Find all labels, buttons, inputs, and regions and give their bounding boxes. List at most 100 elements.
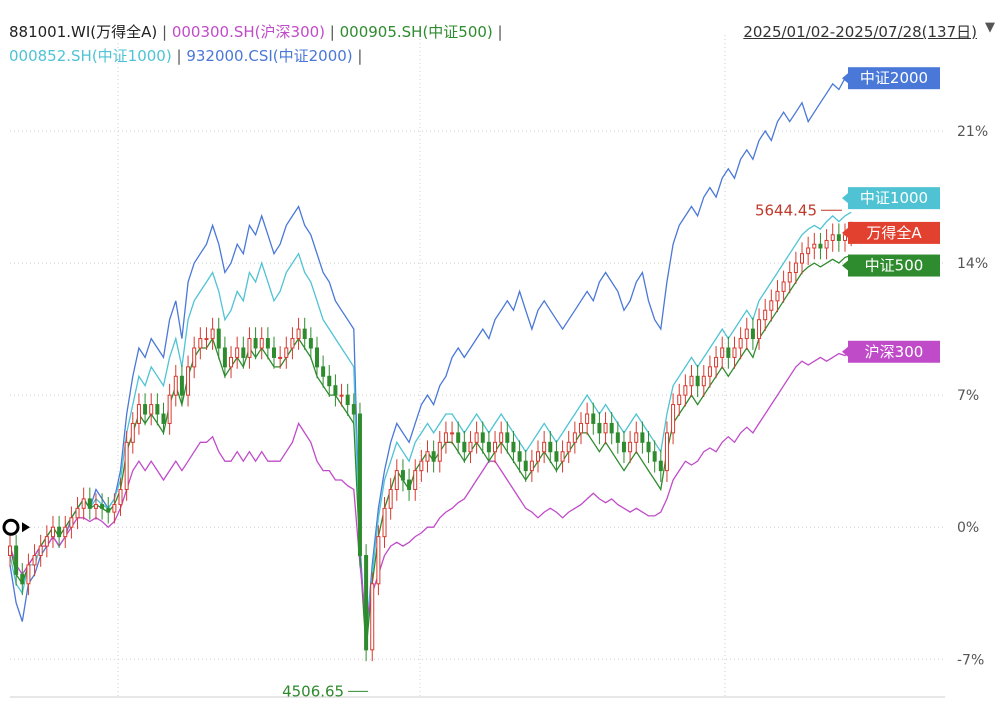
candle-body[interactable] <box>720 347 725 358</box>
candle-body[interactable] <box>173 375 178 396</box>
series-line-沪深300[interactable] <box>9 351 852 622</box>
candle-body[interactable] <box>161 413 166 424</box>
candle-body[interactable] <box>339 394 344 397</box>
candle-body[interactable] <box>26 564 31 585</box>
legend-item-r1-1[interactable]: 000300.SH(沪深300) <box>171 23 326 41</box>
candle-body[interactable] <box>793 262 798 274</box>
candle-body[interactable] <box>241 347 246 358</box>
candle-body[interactable] <box>345 394 350 406</box>
candle-body[interactable] <box>124 441 129 490</box>
candle-body[interactable] <box>499 432 504 443</box>
candle-body[interactable] <box>210 328 215 340</box>
candle-body[interactable] <box>578 422 583 434</box>
candle-body[interactable] <box>689 375 694 387</box>
series-line-中证500[interactable] <box>9 254 852 650</box>
candle-body[interactable] <box>806 247 811 255</box>
candle-body[interactable] <box>272 347 277 358</box>
candle-body[interactable] <box>542 441 547 453</box>
candle-body[interactable] <box>468 441 473 453</box>
candle-body[interactable] <box>20 573 25 585</box>
series-tag-万得全A[interactable] <box>848 221 940 244</box>
candle-body[interactable] <box>818 243 823 249</box>
candle-body[interactable] <box>548 441 553 453</box>
candle-body[interactable] <box>44 536 49 547</box>
candle-body[interactable] <box>505 432 510 443</box>
candle-body[interactable] <box>100 504 105 509</box>
candle-body[interactable] <box>198 338 203 349</box>
candle-body[interactable] <box>63 526 68 538</box>
candle-body[interactable] <box>695 375 700 387</box>
candle-body[interactable] <box>222 347 227 368</box>
candle-body[interactable] <box>8 545 12 557</box>
candle-body[interactable] <box>136 404 141 424</box>
candle-body[interactable] <box>253 338 258 349</box>
candle-body[interactable] <box>32 555 37 566</box>
candle-body[interactable] <box>474 432 479 443</box>
candle-body[interactable] <box>314 347 319 368</box>
candle-body[interactable] <box>609 422 614 434</box>
candle-body[interactable] <box>560 451 565 462</box>
candle-body[interactable] <box>400 470 405 481</box>
candle-body[interactable] <box>707 366 712 377</box>
candle-body[interactable] <box>155 404 160 415</box>
candle-body[interactable] <box>112 504 117 513</box>
candle-body[interactable] <box>431 451 436 462</box>
candle-body[interactable] <box>382 507 387 538</box>
candle-body[interactable] <box>443 432 448 443</box>
candle-body[interactable] <box>14 545 19 575</box>
candle-body[interactable] <box>87 498 92 509</box>
candle-body[interactable] <box>351 404 356 415</box>
candle-body[interactable] <box>480 432 485 443</box>
crosshair-handle-icon[interactable] <box>2 518 20 536</box>
candle-body[interactable] <box>536 451 541 462</box>
candle-body[interactable] <box>726 347 731 358</box>
series-line-中证1000[interactable] <box>9 211 852 641</box>
candle-body[interactable] <box>57 526 62 538</box>
candle-body[interactable] <box>290 338 295 349</box>
candle-body[interactable] <box>664 432 669 472</box>
candle-body[interactable] <box>376 536 381 585</box>
candle-body[interactable] <box>597 422 602 434</box>
candle-body[interactable] <box>511 441 516 453</box>
candle-body[interactable] <box>106 507 111 513</box>
candle-body[interactable] <box>763 309 768 321</box>
candle-body[interactable] <box>836 234 841 241</box>
candle-body[interactable] <box>118 488 123 506</box>
candle-body[interactable] <box>677 394 682 406</box>
candle-body[interactable] <box>407 479 412 490</box>
candle-body[interactable] <box>186 366 191 396</box>
candle-body[interactable] <box>419 460 424 472</box>
candle-body[interactable] <box>38 545 43 557</box>
candle-body[interactable] <box>296 328 301 340</box>
candle-body[interactable] <box>394 470 399 490</box>
candle-body[interactable] <box>732 347 737 358</box>
legend-item-r1-0[interactable]: 881001.WI(万得全A) <box>9 23 158 41</box>
series-tag-沪深300[interactable] <box>848 340 940 363</box>
candle-body[interactable] <box>750 328 755 340</box>
series-tag-中证1000[interactable] <box>848 187 940 210</box>
candle-body[interactable] <box>591 413 596 424</box>
series-tag-中证500[interactable] <box>848 254 940 277</box>
candle-body[interactable] <box>229 356 234 368</box>
candle-body[interactable] <box>628 441 633 453</box>
candle-body[interactable] <box>744 328 749 340</box>
candle-body[interactable] <box>364 555 369 651</box>
candle-body[interactable] <box>523 460 528 472</box>
candle-body[interactable] <box>572 432 577 443</box>
candle-body[interactable] <box>757 319 762 340</box>
legend-item-r2-1[interactable]: 932000.CSI(中证2000) <box>186 47 353 65</box>
candle-body[interactable] <box>781 281 786 292</box>
candle-body[interactable] <box>621 441 626 453</box>
candle-body[interactable] <box>517 451 522 462</box>
candle-body[interactable] <box>683 385 688 396</box>
candle-body[interactable] <box>646 441 651 453</box>
candle-body[interactable] <box>437 441 442 462</box>
candle-body[interactable] <box>450 432 455 435</box>
candle-body[interactable] <box>566 441 571 453</box>
candle-body[interactable] <box>130 422 135 443</box>
candle-body[interactable] <box>775 290 780 302</box>
candle-body[interactable] <box>456 432 461 443</box>
candle-body[interactable] <box>265 338 270 349</box>
candle-body[interactable] <box>738 338 743 349</box>
